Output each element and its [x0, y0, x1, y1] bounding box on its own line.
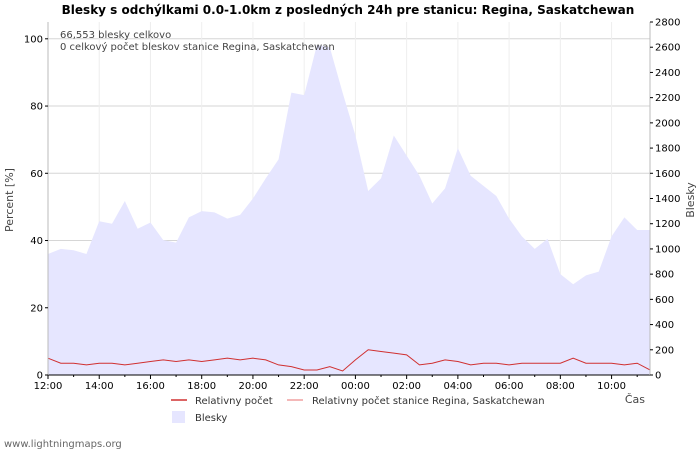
right-tick-label: 2800 — [655, 18, 680, 29]
x-tick-label: 08:00 — [546, 381, 575, 392]
x-axis-label: Čas — [625, 393, 645, 406]
legend-swatch-strikes — [172, 411, 185, 423]
total-strikes-annotation: 66,553 blesky celkovo — [60, 30, 171, 41]
right-tick-label: 1800 — [655, 144, 680, 155]
x-tick-label: 02:00 — [392, 381, 421, 392]
x-tick-label: 14:00 — [85, 381, 114, 392]
right-axis-ticks: 0 200 400 600 800 1000 1200 1400 1600 1800 2000 220… — [650, 18, 680, 382]
left-tick-label: 40 — [30, 236, 43, 247]
right-tick-label: 1600 — [655, 169, 680, 180]
left-tick-label: 100 — [24, 34, 43, 45]
x-tick-label: 20:00 — [239, 381, 268, 392]
right-tick-label: 200 — [655, 345, 674, 356]
relative-count-line — [47, 349, 651, 372]
legend-label-relative-station: Relativny počet stanice Regina, Saskatch… — [312, 395, 545, 407]
x-tick-label: 00:00 — [341, 381, 370, 392]
x-tick-label: 04:00 — [443, 381, 472, 392]
left-tick-label: 20 — [30, 303, 43, 314]
right-tick-label: 600 — [655, 295, 674, 306]
x-tick-label: 12:00 — [34, 381, 63, 392]
station-strikes-annotation: 0 celkový počet bleskov stanice Regina, … — [60, 41, 335, 53]
right-tick-label: 1400 — [655, 194, 680, 205]
y-axis-left-label: Percent [%] — [3, 168, 16, 232]
x-axis-ticks: 12:00 14:00 16:00 18:00 20:00 22:00 00:00 02:00… — [34, 375, 638, 392]
legend: Relativny počet Relativny počet stanice … — [171, 395, 545, 424]
x-tick-label: 18:00 — [187, 381, 216, 392]
left-tick-label: 60 — [30, 169, 43, 180]
x-tick-label: 10:00 — [597, 381, 626, 392]
right-tick-label: 2400 — [655, 68, 680, 79]
strikes-area — [48, 44, 650, 375]
chart-title: Blesky s odchýlkami 0.0-1.0km z posledný… — [62, 3, 635, 17]
legend-label-strikes: Blesky — [195, 413, 227, 424]
right-tick-label: 1000 — [655, 244, 680, 255]
footer-credit: www.lightningmaps.org — [4, 439, 122, 450]
right-tick-label: 400 — [655, 320, 674, 331]
left-tick-label: 0 — [37, 371, 43, 382]
right-tick-label: 2000 — [655, 118, 680, 129]
x-tick-label: 16:00 — [136, 381, 165, 392]
right-tick-label: 2600 — [655, 43, 680, 54]
x-tick-label: 06:00 — [495, 381, 524, 392]
right-tick-label: 800 — [655, 270, 674, 281]
right-tick-label: 0 — [655, 371, 661, 382]
right-tick-label: 2200 — [655, 93, 680, 104]
plot-area — [47, 22, 651, 376]
y-axis-right-label: Blesky — [684, 182, 697, 218]
legend-label-relative-count: Relativny počet — [195, 395, 273, 407]
x-tick-label: 22:00 — [290, 381, 319, 392]
right-tick-label: 1200 — [655, 219, 680, 230]
left-tick-label: 80 — [30, 102, 43, 113]
